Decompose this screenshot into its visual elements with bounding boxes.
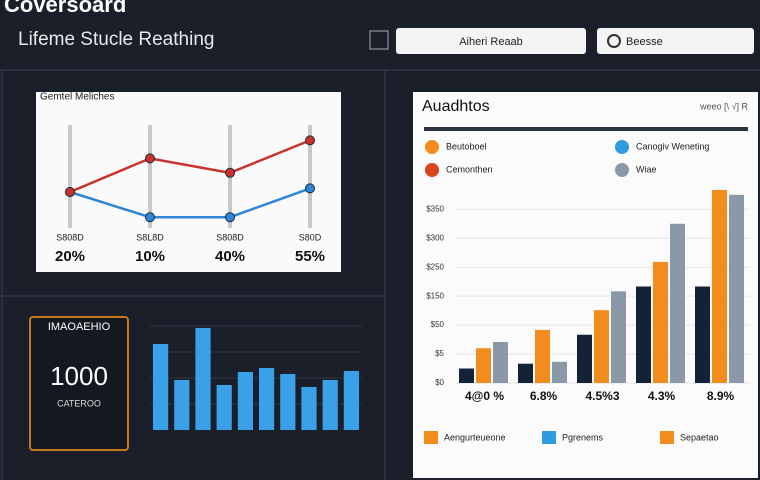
bar	[552, 361, 567, 383]
x-label: S80D	[299, 232, 322, 242]
kpi-label: IMAOAEHIO	[48, 321, 111, 333]
y-tick-label: $150	[426, 291, 444, 300]
bar	[301, 387, 317, 430]
point	[145, 212, 155, 223]
legend-marker	[615, 140, 629, 154]
kpi-card	[29, 316, 129, 451]
bar	[280, 374, 296, 430]
x-label: 8.9%	[707, 389, 735, 403]
bar	[343, 371, 359, 430]
legend-marker	[615, 163, 629, 177]
annotation: 55%	[295, 248, 325, 265]
legend-label: Sepaetao	[680, 432, 719, 442]
y-tick-label: $5	[435, 349, 444, 358]
legend-marker	[425, 140, 439, 154]
subtitle: Lifeme Stucle Reathing	[18, 29, 214, 50]
legend-label: Pgrenems	[562, 432, 604, 442]
bar	[535, 329, 550, 383]
line	[69, 139, 311, 194]
x-label: 6.8%	[530, 389, 558, 403]
bar	[476, 348, 491, 383]
button[interactable]	[597, 28, 754, 54]
kpi-value: 1000	[50, 361, 108, 391]
x-label: 4.3%	[648, 389, 676, 403]
x-label: S808D	[56, 232, 84, 242]
line	[69, 187, 311, 219]
point	[65, 187, 75, 197]
kpi-caption: CATEROO	[57, 398, 101, 408]
search-text: Aiheri Reaab	[459, 36, 523, 48]
bar	[216, 385, 232, 430]
y-tick-label: $250	[426, 262, 444, 271]
y-tick-label: $300	[426, 233, 444, 242]
bar	[518, 363, 533, 383]
bar	[322, 380, 338, 430]
bar	[636, 286, 651, 383]
title: Coversoard	[4, 0, 126, 17]
y-tick-label: $50	[431, 320, 445, 329]
search-box[interactable]	[396, 28, 586, 54]
bar-card	[413, 92, 758, 478]
chart-title: Gemtel Meliches	[40, 92, 114, 103]
y-tick-label: $350	[426, 204, 444, 213]
legend-label: Wiae	[636, 164, 657, 174]
bar	[670, 223, 685, 383]
corner-note: weeo [\ √] R	[699, 101, 748, 111]
x-label: S8L8D	[136, 232, 164, 242]
button-icon	[607, 34, 621, 48]
point	[305, 135, 315, 146]
bar	[695, 286, 710, 383]
legend-marker	[542, 431, 556, 444]
point	[225, 212, 235, 223]
annotation: 10%	[135, 248, 165, 265]
bar	[493, 341, 508, 383]
bar	[237, 372, 253, 430]
x-label: 4@0 %	[465, 389, 504, 403]
legend-marker	[660, 431, 674, 444]
bar	[459, 368, 474, 383]
bar	[712, 190, 727, 383]
bar	[259, 368, 275, 430]
point	[305, 183, 315, 194]
legend-label: Beutoboel	[446, 141, 487, 151]
legend-label: Canogiv Weneting	[636, 141, 709, 151]
annotation: 40%	[215, 248, 245, 265]
bar	[153, 344, 169, 430]
bar	[577, 334, 592, 383]
bar	[729, 194, 744, 383]
x-label: 4.5%3	[585, 389, 619, 403]
bar	[195, 328, 211, 430]
legend-marker	[424, 431, 438, 444]
line-card	[36, 92, 341, 272]
x-label: S808D	[216, 232, 244, 242]
bar	[174, 380, 190, 430]
annotation: 20%	[55, 248, 85, 265]
bar	[594, 310, 609, 383]
legend-label: Cemonthen	[446, 164, 493, 174]
legend-marker	[425, 163, 439, 177]
y-tick-label: $0	[435, 378, 444, 387]
bar	[611, 291, 626, 383]
legend-label: Aengurteueone	[444, 432, 506, 442]
chart-title: Auadhtos	[422, 98, 490, 115]
point	[145, 153, 155, 164]
icon[interactable]	[369, 30, 389, 50]
bar	[653, 261, 668, 383]
point	[225, 167, 235, 178]
button-text: Beesse	[626, 36, 663, 48]
